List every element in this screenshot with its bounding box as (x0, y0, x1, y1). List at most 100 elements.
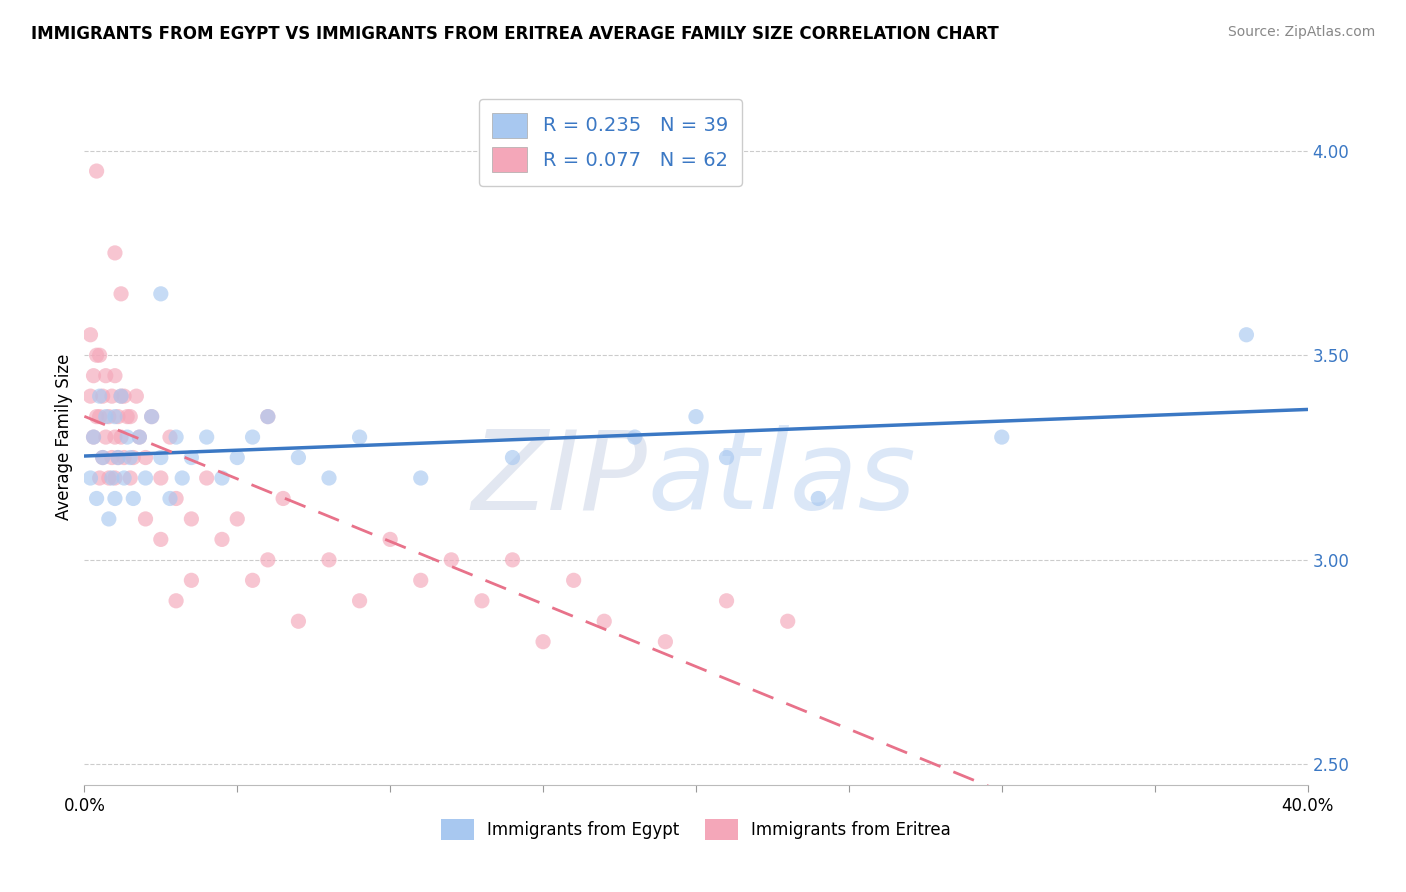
Point (716, 450, 738, 465)
Point (349, 430, 371, 444)
Point (115, 409, 138, 424)
Point (685, 409, 707, 424)
Point (89, 409, 111, 424)
Point (226, 512, 249, 526)
Point (242, 430, 264, 444)
Point (91, 389, 114, 403)
Point (104, 246, 127, 260)
Point (135, 512, 157, 526)
Y-axis label: Average Family Size: Average Family Size (55, 354, 73, 520)
Point (562, 574, 585, 588)
Point (991, 430, 1014, 444)
Point (110, 389, 132, 403)
Point (195, 471, 218, 485)
Point (257, 553, 280, 567)
Point (101, 389, 124, 403)
Point (242, 574, 264, 588)
Point (440, 553, 463, 567)
Point (79, 327, 101, 342)
Point (122, 491, 145, 506)
Point (107, 450, 129, 465)
Point (195, 430, 218, 444)
Point (110, 389, 132, 403)
Point (318, 553, 340, 567)
Point (107, 409, 129, 424)
Point (380, 533, 402, 547)
Point (83, 368, 105, 383)
Point (120, 450, 142, 465)
Point (86, 491, 108, 506)
Point (97, 512, 120, 526)
Point (287, 450, 309, 465)
Point (211, 533, 233, 547)
Point (79, 471, 101, 485)
Point (149, 533, 172, 547)
Point (257, 409, 280, 424)
Point (101, 450, 124, 465)
Point (257, 409, 280, 424)
Text: Source: ZipAtlas.com: Source: ZipAtlas.com (1227, 25, 1375, 39)
Point (471, 594, 494, 608)
Point (128, 430, 150, 444)
Point (211, 471, 233, 485)
Point (226, 450, 249, 465)
Point (807, 491, 830, 506)
Point (149, 286, 172, 301)
Point (104, 409, 127, 424)
Point (349, 594, 371, 608)
Point (122, 450, 145, 465)
Point (79, 389, 101, 403)
Point (120, 409, 142, 424)
Point (128, 430, 150, 444)
Point (86, 348, 108, 362)
Point (91, 450, 114, 465)
Point (94, 368, 117, 383)
Point (776, 614, 799, 628)
Point (141, 409, 163, 424)
Point (86, 164, 108, 178)
Point (120, 471, 142, 485)
Point (115, 430, 138, 444)
Point (502, 553, 524, 567)
Point (180, 512, 202, 526)
Point (409, 471, 432, 485)
Point (110, 286, 132, 301)
Point (89, 348, 111, 362)
Point (83, 430, 105, 444)
Point (125, 389, 148, 403)
Point (97, 409, 120, 424)
Point (593, 614, 616, 628)
Point (135, 450, 157, 465)
Point (165, 430, 187, 444)
Point (271, 491, 294, 506)
Point (112, 471, 135, 485)
Point (94, 430, 117, 444)
Point (112, 389, 135, 403)
Point (159, 491, 181, 506)
Point (97, 471, 120, 485)
Point (101, 471, 124, 485)
Point (409, 574, 432, 588)
Point (141, 409, 163, 424)
Point (149, 471, 172, 485)
Point (89, 471, 111, 485)
Text: ZIP: ZIP (471, 425, 647, 533)
Point (104, 368, 127, 383)
Point (110, 430, 132, 444)
Point (287, 614, 309, 628)
Text: IMMIGRANTS FROM EGYPT VS IMMIGRANTS FROM ERITREA AVERAGE FAMILY SIZE CORRELATION: IMMIGRANTS FROM EGYPT VS IMMIGRANTS FROM… (31, 25, 998, 43)
Point (502, 450, 524, 465)
Point (180, 574, 202, 588)
Point (172, 471, 194, 485)
Point (654, 634, 676, 648)
Point (1236, 327, 1258, 342)
Point (624, 430, 647, 444)
Point (135, 471, 157, 485)
Point (716, 594, 738, 608)
Point (94, 409, 117, 424)
Point (159, 430, 181, 444)
Point (91, 450, 114, 465)
Point (89, 389, 111, 403)
Point (83, 430, 105, 444)
Point (531, 634, 554, 648)
